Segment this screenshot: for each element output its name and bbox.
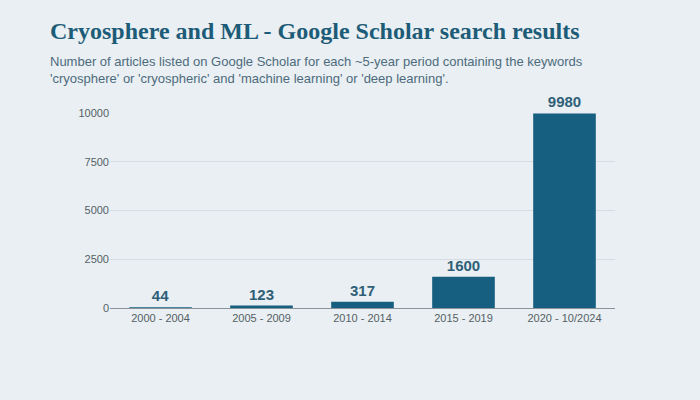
svg-text:7500: 7500 [85, 156, 109, 168]
svg-text:317: 317 [350, 282, 375, 299]
html-text:Number of articles listed on G: Number of articles listed on Google Scho… [50, 54, 583, 86]
svg-text:1600: 1600 [447, 257, 480, 274]
svg-text:Cryosphere and ML - Google Sch: Cryosphere and ML - Google Scholar searc… [50, 18, 580, 44]
svg-text:2020 - 10/2024: 2020 - 10/2024 [527, 312, 601, 324]
svg-text:2500: 2500 [85, 253, 109, 265]
svg-text:5000: 5000 [85, 204, 109, 216]
svg-text:2015 - 2019: 2015 - 2019 [434, 312, 493, 324]
svg-text:44: 44 [152, 287, 169, 304]
svg-text:10000: 10000 [78, 107, 109, 119]
svg-text:123: 123 [249, 286, 274, 303]
svg-text:2005 - 2009: 2005 - 2009 [232, 312, 291, 324]
svg-text:0: 0 [103, 302, 109, 314]
svg-text:9980: 9980 [548, 93, 581, 110]
svg-text:2010 - 2014: 2010 - 2014 [333, 312, 392, 324]
svg-text:2000 - 2004: 2000 - 2004 [131, 312, 190, 324]
